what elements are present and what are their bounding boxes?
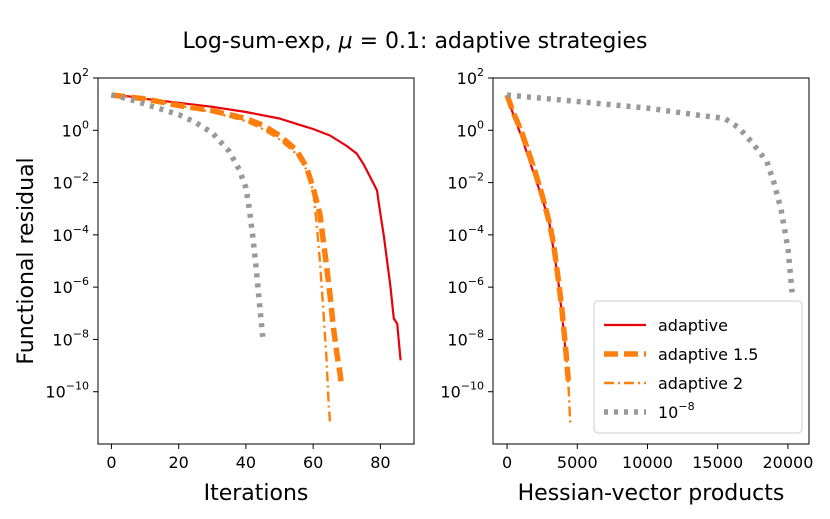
y-tick-label: 10−10	[45, 380, 89, 402]
legend-label: adaptive 1.5	[658, 345, 758, 364]
y-tick-label: 10−8	[447, 327, 484, 349]
y-axis-label: Functional residual	[14, 157, 39, 364]
y-tick-label: 102	[62, 66, 89, 88]
axes-frame	[97, 77, 415, 445]
axes-frame	[492, 77, 810, 445]
y-tick-label: 10−10	[440, 380, 484, 402]
series-line-1e-8	[506, 92, 795, 293]
y-tick-label: 10−6	[447, 275, 484, 297]
x-tick-label: 20000	[762, 453, 813, 472]
x-tick-label: 20	[169, 453, 189, 472]
legend-box	[593, 300, 803, 434]
series-line-1e-8	[110, 92, 266, 338]
series-line-adaptive-2	[111, 93, 332, 424]
x-axis-label: Hessian-vector products	[518, 481, 785, 506]
x-tick-label: 80	[370, 453, 390, 472]
y-tick-label: 10−4	[447, 223, 484, 245]
x-axis-label: Iterations	[204, 481, 309, 506]
x-tick-label: 10000	[622, 453, 673, 472]
y-tick-label: 100	[457, 118, 484, 140]
series-line-adaptive-1-5	[111, 92, 345, 387]
y-tick-label: 10−4	[52, 223, 89, 245]
legend-label: adaptive 2	[658, 374, 743, 393]
y-tick-label: 10−8	[52, 327, 89, 349]
x-tick-label: 60	[303, 453, 323, 472]
series-line-adaptive-2	[505, 94, 572, 424]
series-line-adaptive	[505, 94, 568, 361]
figure-title: Log-sum-exp, μ = 0.1: adaptive strategie…	[183, 29, 648, 54]
series-line-adaptive	[111, 93, 402, 361]
left-plot: 0 20 40 60 80 102 100 10−2 10−4 10−6 10−8 10−10 Iter…	[14, 66, 415, 506]
right-plot: 0 5000 10000 15000 20000 102 100 10−2 10−4 10−6 10…	[440, 66, 813, 506]
y-tick-label: 102	[457, 66, 484, 88]
y-tick-label: 10−2	[447, 171, 484, 193]
series-line-adaptive-1-5	[504, 94, 572, 387]
x-tick-label: 5000	[557, 453, 598, 472]
x-tick-label: 0	[502, 453, 512, 472]
x-tick-label: 0	[106, 453, 116, 472]
x-tick-label: 40	[236, 453, 256, 472]
y-tick-label: 10−2	[52, 171, 89, 193]
y-tick-label: 10−6	[52, 275, 89, 297]
legend: adaptive adaptive 1.5 adaptive 2 10−8	[593, 300, 803, 434]
legend-label: 10−8	[658, 400, 695, 422]
legend-label: adaptive	[658, 316, 728, 335]
x-tick-label: 15000	[692, 453, 743, 472]
y-tick-label: 100	[62, 118, 89, 140]
